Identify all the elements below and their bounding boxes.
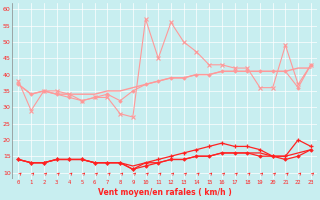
X-axis label: Vent moyen/en rafales ( km/h ): Vent moyen/en rafales ( km/h )	[98, 188, 231, 197]
